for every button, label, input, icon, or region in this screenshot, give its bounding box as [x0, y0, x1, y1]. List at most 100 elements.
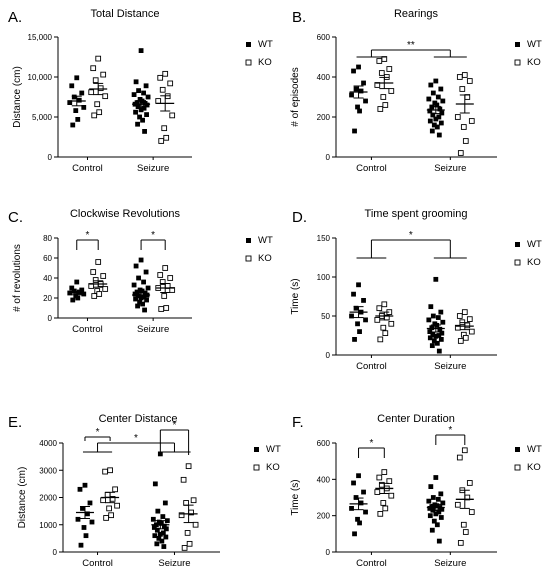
- data-point-wt: [429, 128, 435, 134]
- legend-marker-wt: [254, 447, 259, 452]
- y-tick-label: 40: [43, 274, 52, 283]
- data-point-ko: [466, 480, 473, 486]
- data-point-ko: [377, 336, 384, 343]
- data-point-wt: [436, 509, 442, 515]
- data-point-wt: [70, 297, 76, 303]
- data-point-ko: [460, 124, 467, 130]
- data-point-ko: [161, 125, 168, 132]
- chart-title: Rearings: [394, 8, 439, 20]
- data-point-wt: [436, 114, 442, 120]
- data-point-ko: [381, 469, 388, 475]
- significance-label: *: [409, 230, 413, 241]
- data-point-wt: [440, 319, 446, 325]
- chart-panel-a: A. Total Distance 0 5,000 10,000 15,000 Distan…: [8, 8, 273, 174]
- data-point-ko: [468, 509, 475, 515]
- data-point-ko: [112, 486, 118, 493]
- data-point-wt: [85, 511, 90, 517]
- data-point-wt: [355, 104, 360, 110]
- data-point-wt: [138, 257, 144, 263]
- data-point-wt: [157, 531, 163, 537]
- data-point-ko: [459, 86, 466, 92]
- data-point-ko: [163, 134, 170, 141]
- x-category-label: Seizure: [434, 163, 466, 174]
- significance-label: *: [448, 425, 452, 436]
- data-point-wt: [436, 348, 442, 354]
- data-point-ko: [92, 77, 99, 84]
- data-point-wt: [133, 263, 139, 269]
- data-point-ko: [102, 286, 109, 292]
- data-point-wt: [357, 108, 362, 114]
- data-point-ko: [454, 324, 461, 331]
- legend-marker-wt: [515, 242, 520, 247]
- data-point-wt: [437, 326, 443, 332]
- legend-marker-ko: [253, 464, 260, 471]
- data-point-ko: [468, 118, 475, 124]
- data-point-ko: [460, 521, 467, 528]
- significance-bracket: *: [356, 230, 467, 259]
- data-point-wt: [431, 122, 437, 128]
- x-category-label: Control: [72, 324, 103, 335]
- data-point-wt: [439, 330, 445, 336]
- data-point-ko: [180, 476, 187, 483]
- data-point-ko: [157, 272, 164, 278]
- data-point-ko: [161, 293, 168, 299]
- data-point-wt: [438, 86, 444, 92]
- y-tick-label: 400: [317, 73, 331, 82]
- data-point-wt: [356, 282, 361, 288]
- data-point-wt: [78, 542, 84, 548]
- data-point-ko: [376, 305, 383, 312]
- data-point-wt: [79, 90, 85, 96]
- data-point-ko: [94, 101, 101, 108]
- data-point-ko: [192, 521, 199, 528]
- legend-label-wt: WT: [527, 239, 542, 250]
- data-point-wt: [427, 329, 433, 334]
- data-point-wt: [430, 495, 436, 500]
- chart-title: Center Duration: [377, 413, 455, 425]
- data-point-wt: [428, 484, 434, 489]
- data-point-wt: [143, 269, 149, 275]
- legend-label-wt: WT: [258, 39, 273, 50]
- y-tick-label: 2000: [39, 494, 57, 503]
- data-point-wt: [429, 527, 435, 533]
- data-point-wt: [145, 285, 151, 291]
- legend-marker-wt: [246, 42, 251, 47]
- chart-title: Total Distance: [90, 8, 159, 20]
- data-point-wt: [81, 525, 87, 530]
- data-point-wt: [427, 513, 433, 519]
- legend-label-wt: WT: [258, 235, 273, 246]
- y-tick-label: 0: [326, 351, 331, 360]
- data-point-wt: [156, 535, 162, 541]
- data-point-ko: [378, 70, 385, 76]
- y-axis-label: # of episodes: [290, 67, 301, 127]
- data-point-ko: [107, 467, 113, 474]
- legend-label-ko: KO: [258, 253, 272, 264]
- significance-bracket: *: [76, 230, 99, 250]
- data-point-ko: [386, 66, 393, 72]
- data-point-ko: [376, 474, 383, 481]
- data-point-wt: [74, 279, 80, 285]
- data-point-ko: [462, 138, 469, 144]
- legend-label-ko: KO: [527, 257, 541, 268]
- data-point-wt: [81, 105, 87, 110]
- data-point-wt: [352, 128, 357, 134]
- y-tick-label: 0: [48, 314, 53, 323]
- data-point-wt: [141, 279, 146, 285]
- data-point-wt: [136, 88, 141, 93]
- data-point-wt: [438, 515, 444, 520]
- data-point-ko: [190, 497, 197, 504]
- data-point-wt: [75, 516, 81, 522]
- data-point-wt: [440, 500, 446, 506]
- data-point-wt: [434, 102, 440, 108]
- y-tick-label: 600: [317, 439, 331, 448]
- data-point-wt: [349, 313, 354, 319]
- data-point-ko: [462, 529, 469, 535]
- data-point-wt: [133, 109, 138, 115]
- panel-label: F.: [292, 414, 304, 431]
- data-point-ko: [100, 497, 106, 504]
- significance-label: *: [369, 438, 373, 449]
- chart-panel-f: F. Center Duration 0 200 400 600 Time (s) Contr…: [290, 413, 542, 569]
- data-point-ko: [181, 545, 188, 551]
- data-point-wt: [351, 291, 356, 297]
- data-point-wt: [426, 317, 432, 323]
- panel-label: E.: [8, 414, 22, 431]
